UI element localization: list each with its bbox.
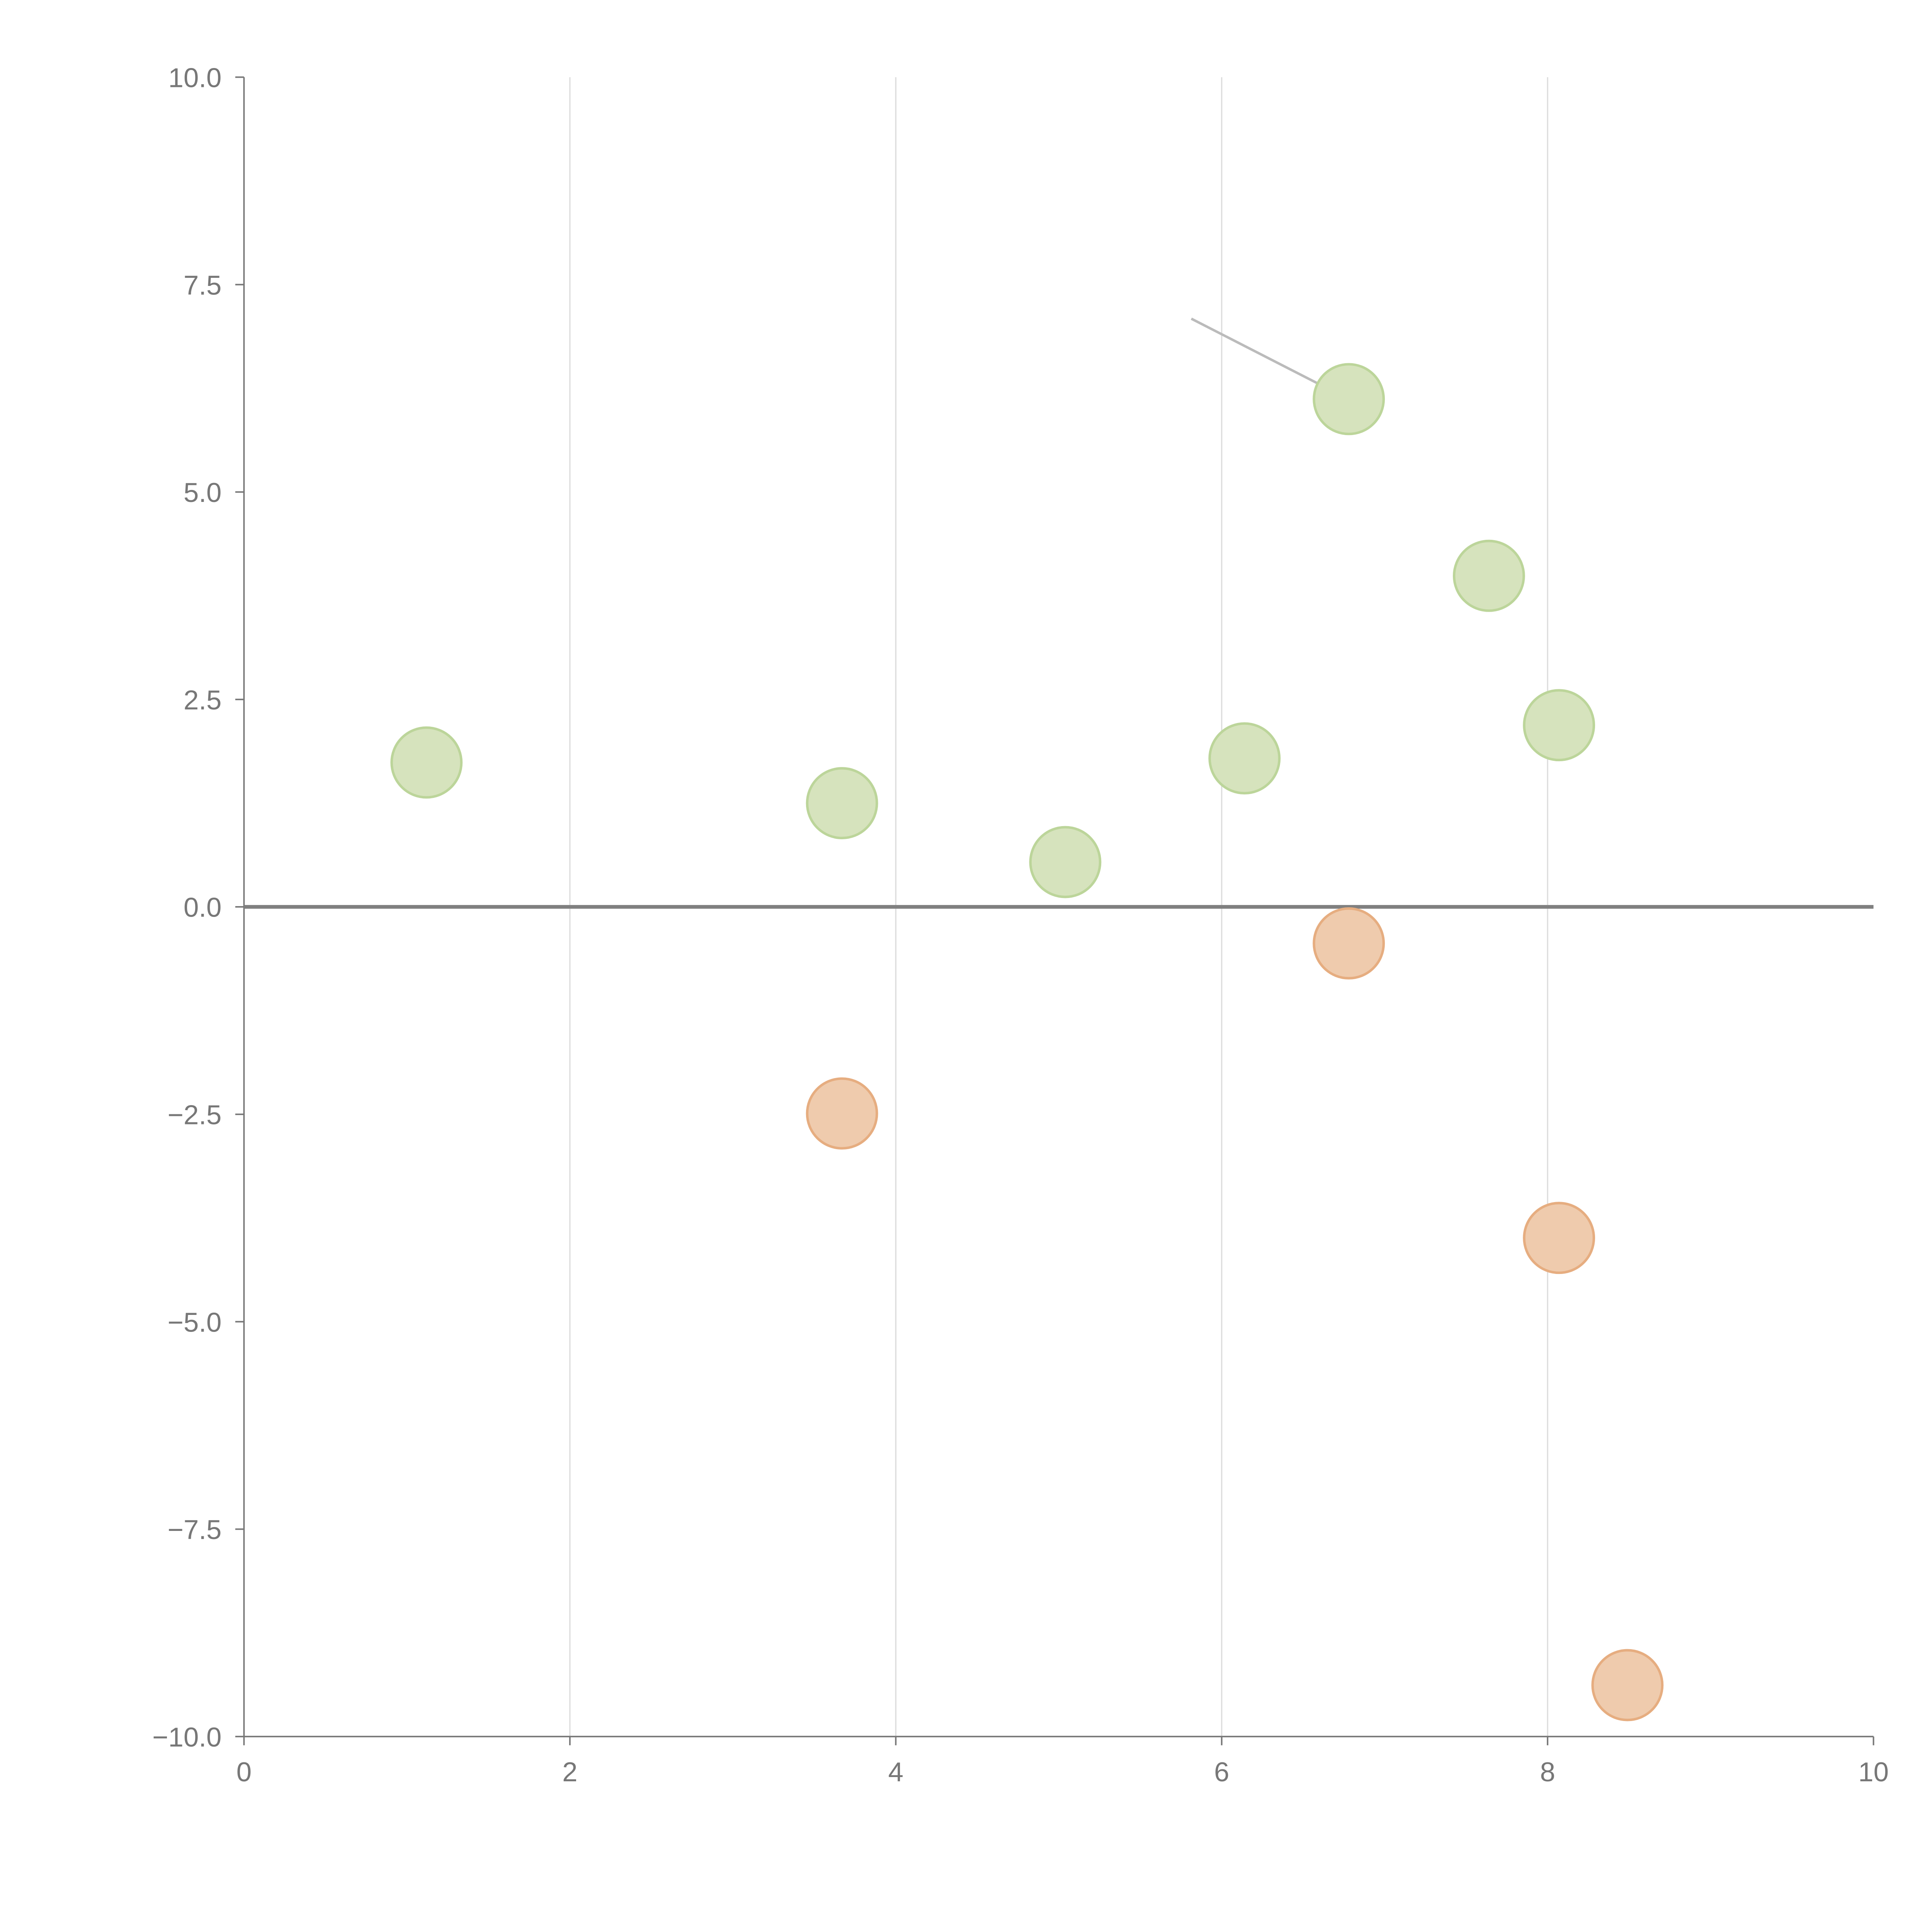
data-point-negative — [806, 1077, 878, 1150]
x-tick-label: 2 — [562, 1757, 577, 1787]
data-point-positive — [1313, 363, 1385, 435]
data-point-negative — [1591, 1649, 1664, 1721]
data-point-positive — [1029, 826, 1102, 898]
x-tick-label: 8 — [1540, 1757, 1555, 1787]
data-point-positive — [1452, 539, 1525, 612]
y-tick-label: −10.0 — [152, 1722, 221, 1753]
axes: 0 2 4 6 8 10 10.0 7.5 5.0 2.5 0.0 −2.5 −5.0 −7.5 −10.0 — [152, 63, 1889, 1788]
y-tick-label: 10.0 — [168, 63, 222, 94]
x-tick-label: 0 — [236, 1757, 252, 1787]
x-tick-label: 10 — [1858, 1757, 1889, 1787]
data-point-positive — [390, 726, 463, 799]
x-tick-label: 4 — [888, 1757, 903, 1787]
data-point-negative — [1313, 907, 1385, 980]
y-tick-label: 7.5 — [184, 270, 222, 301]
y-tick-label: 0.0 — [184, 893, 222, 923]
data-points — [390, 317, 1664, 1721]
x-tick-label: 6 — [1214, 1757, 1229, 1787]
data-point-negative — [1523, 1202, 1595, 1274]
data-point-positive — [1523, 689, 1595, 762]
y-tick-label: 2.5 — [184, 685, 222, 716]
y-tick-label: −5.0 — [168, 1307, 222, 1338]
data-point-positive — [1208, 722, 1281, 795]
y-tick-label: −7.5 — [168, 1515, 222, 1545]
data-point-positive — [806, 767, 878, 839]
y-tick-label: 5.0 — [184, 478, 222, 508]
y-tick-label: −2.5 — [168, 1100, 222, 1131]
